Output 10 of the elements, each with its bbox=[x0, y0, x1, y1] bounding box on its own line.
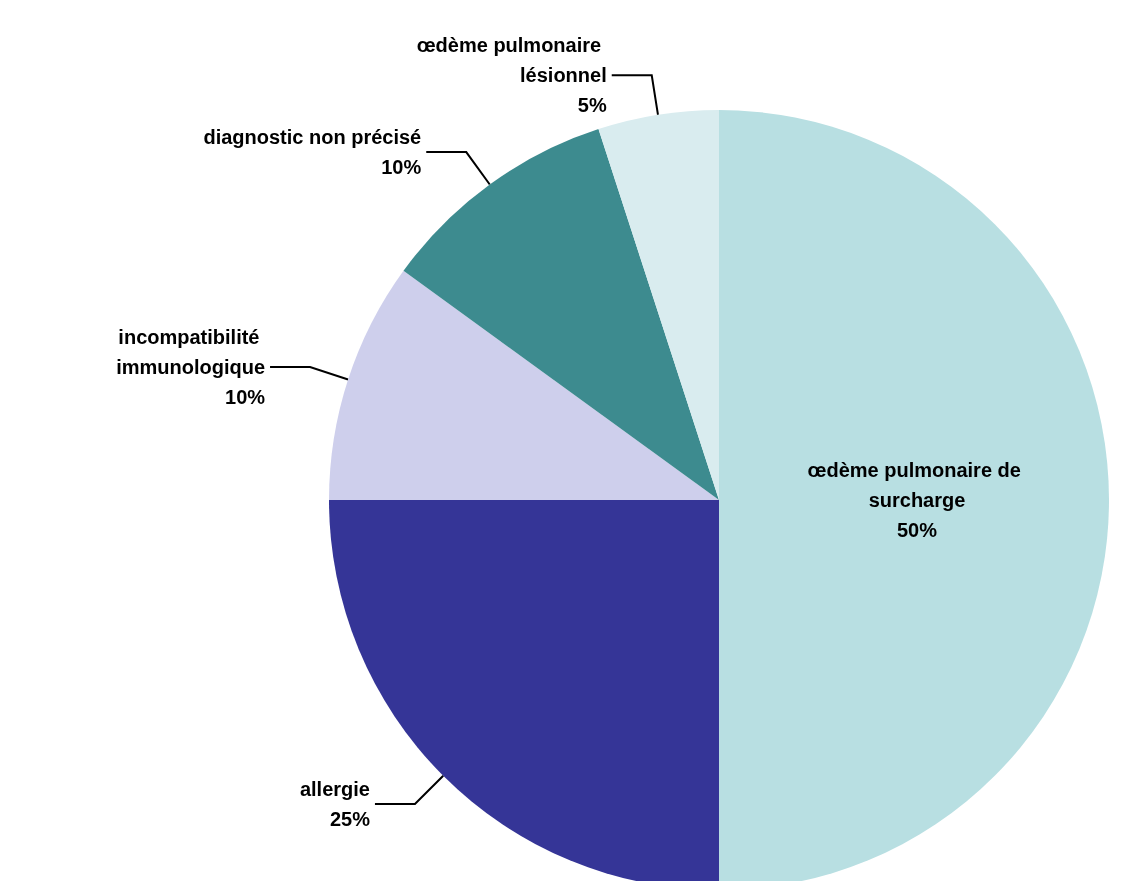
data-label: 10% bbox=[225, 386, 266, 409]
slice-label: œdème pulmonaire de surcharge bbox=[807, 459, 1027, 511]
data-label: 25% bbox=[329, 808, 371, 831]
slice-label: œdème pulmonaire lésionnel bbox=[416, 34, 607, 87]
slice-label: incompatibilité immunologique bbox=[116, 326, 266, 379]
data-label: 50% bbox=[896, 519, 938, 541]
data-label: 5% bbox=[577, 94, 607, 117]
slice-label: allergie bbox=[299, 778, 370, 801]
slice-label: diagnostic non précisé bbox=[203, 126, 422, 149]
data-label: 10% bbox=[381, 156, 422, 179]
